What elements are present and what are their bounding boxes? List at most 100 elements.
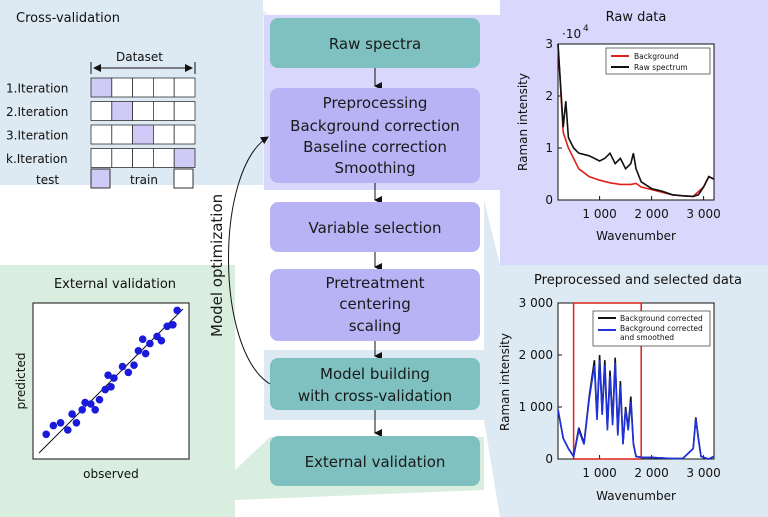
- test-legend-swatch: [90, 168, 111, 189]
- ext-point: [49, 421, 58, 430]
- cv-cell-train: [173, 124, 196, 145]
- preprocessing-box: [270, 88, 480, 183]
- pre-legend-corrected: Background corrected: [620, 314, 703, 323]
- cv-cell-train: [132, 77, 154, 98]
- cv-cell-train: [90, 101, 113, 121]
- cv-cell-train: [90, 148, 113, 168]
- ext-point: [138, 335, 147, 344]
- preprocessed-ticks: 1 000 2 000 3 000 0 1 000 2 000 3 000: [519, 296, 721, 480]
- pre-selection-window: [572, 302, 642, 460]
- raw-data-xlabel: Wavenumber: [596, 229, 676, 243]
- pre-legend-smoothed-text: Background corrected: [620, 324, 703, 333]
- ext-point: [81, 398, 89, 407]
- raw-legend-background: Background: [634, 52, 679, 61]
- pre-xtick-label: 2 000: [634, 466, 668, 480]
- cv-row-label: k.Iteration: [6, 152, 68, 166]
- raw-ytick-label: 3: [545, 37, 553, 51]
- raw-data-legend: Background Raw spectrum: [605, 47, 711, 75]
- cv-cell-train: [152, 101, 175, 121]
- cv-cell-test: [111, 101, 134, 121]
- cv-cell-test: [173, 148, 196, 168]
- ext-point: [118, 362, 127, 371]
- variable-selection-box: [270, 202, 480, 252]
- ext-point: [56, 419, 65, 427]
- model-optimization-label: Model optimization: [208, 194, 226, 337]
- pre-xtick-label: 1 000: [582, 466, 616, 480]
- ext-point: [101, 385, 109, 394]
- test-legend-label: test: [36, 173, 59, 187]
- pre-legend-smoothed: Background corrected and smoothed: [620, 324, 705, 342]
- cv-row-label: 1.Iteration: [6, 82, 68, 96]
- pretreatment-step-2: scaling: [349, 317, 402, 335]
- raw-data-lines: [557, 43, 715, 198]
- cv-cell-train: [132, 148, 154, 168]
- cv-cell-train: [111, 148, 134, 168]
- ext-point: [146, 339, 154, 348]
- preprocessed-chart: Preprocessed and selected data 1 000 2 00…: [498, 273, 742, 503]
- model-optimization-loop: [228, 136, 271, 385]
- preprocessed-legend: Background corrected Background correcte…: [592, 310, 711, 347]
- preprocessed-title: Preprocessed and selected data: [534, 273, 742, 288]
- raw-data-ticks: 1 000 2 000 3 000 0 1 2 3: [545, 37, 720, 221]
- model-building-box: [270, 358, 480, 410]
- ext-point: [72, 419, 81, 427]
- cross-validation-group: Cross-validation Dataset 1.Iteration 2.It…: [6, 11, 196, 189]
- external-validation-chart: External validation observed predicted: [14, 277, 190, 481]
- ext-point: [42, 430, 50, 439]
- cv-row-label: 2.Iteration: [6, 105, 68, 119]
- pre-ytick-label: 2 000: [519, 348, 553, 362]
- cross-validation-title: Cross-validation: [16, 11, 120, 26]
- cv-row-label: 3.Iteration: [6, 129, 68, 143]
- raw-legend-box: [605, 47, 711, 75]
- preprocessing-step-1: Background correction: [290, 117, 460, 135]
- ext-point: [107, 383, 115, 391]
- ext-marks: [38, 306, 184, 454]
- ext-point: [130, 361, 138, 370]
- raw-xtick-label: 3 000: [686, 207, 720, 221]
- model-building-line-1: Model building: [320, 365, 430, 383]
- cv-cell-train: [173, 77, 196, 98]
- cv-cell-train: [111, 77, 134, 98]
- raw-data-chart: Raw data ·10 4 1 000 2 000 3 000 0 1 2 3 Waven…: [516, 10, 721, 243]
- pre-ytick-label: 0: [545, 452, 553, 466]
- cv-cell-train: [152, 148, 175, 168]
- raw-ytick-label: 2: [545, 89, 553, 103]
- raw-spectra-label: Raw spectra: [329, 35, 421, 53]
- cv-cell-test: [90, 77, 113, 98]
- ext-point: [64, 426, 72, 434]
- preprocessing-title: Preprocessing: [323, 94, 428, 112]
- ext-ylabel: predicted: [14, 353, 28, 410]
- preprocessing-step-2: Baseline correction: [303, 138, 447, 156]
- ext-point: [173, 306, 181, 315]
- ext-point: [163, 322, 171, 331]
- train-legend-swatch: [173, 168, 194, 189]
- train-legend-label: train: [130, 173, 158, 187]
- raw-ytick-label: 0: [545, 193, 553, 207]
- raw-xtick-label: 2 000: [634, 207, 668, 221]
- ext-point: [141, 349, 150, 358]
- external-validation-box: [270, 436, 480, 486]
- workflow-column: Raw spectra Preprocessing Background cor…: [208, 18, 480, 486]
- external-validation-label: External validation: [305, 453, 446, 471]
- cross-validation-rows: 1.Iteration 2.Iteration 3.Iteration k.Itera…: [6, 77, 196, 168]
- variable-selection-label: Variable selection: [309, 219, 442, 237]
- cv-cell-test: [132, 124, 154, 145]
- pretreatment-step-1: centering: [339, 295, 410, 313]
- raw-spectra-box: [270, 18, 480, 68]
- pre-ytick-label: 1 000: [519, 400, 553, 414]
- pre-series-second: [557, 360, 715, 460]
- raw-data-multiplier: ·10: [562, 27, 581, 41]
- preprocessed-ylabel: Raman intensity: [498, 333, 512, 431]
- raw-legend-raw: Raw spectrum: [634, 63, 688, 72]
- pretreatment-title: Pretreatment: [325, 274, 424, 292]
- ext-point: [110, 374, 118, 382]
- ext-point: [78, 406, 86, 414]
- cv-cell-train: [152, 124, 175, 145]
- raw-data-title: Raw data: [606, 10, 667, 25]
- ext-validation-title: External validation: [54, 277, 176, 292]
- raw-xtick-label: 1 000: [582, 207, 616, 221]
- ext-point: [157, 336, 166, 345]
- ext-point: [91, 406, 99, 414]
- pre-xtick-label: 3 000: [686, 466, 720, 480]
